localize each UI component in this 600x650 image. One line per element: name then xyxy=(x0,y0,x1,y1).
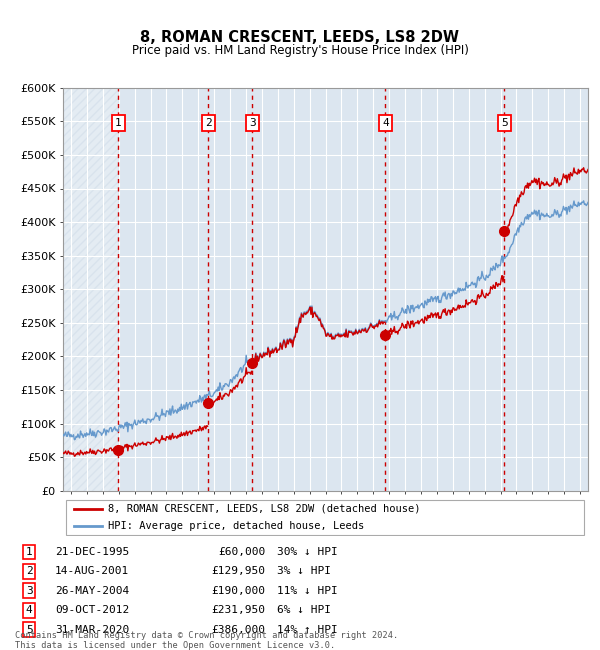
Text: 26-MAY-2004: 26-MAY-2004 xyxy=(55,586,130,596)
Text: 6% ↓ HPI: 6% ↓ HPI xyxy=(277,605,331,616)
Text: 3% ↓ HPI: 3% ↓ HPI xyxy=(277,566,331,577)
Text: Price paid vs. HM Land Registry's House Price Index (HPI): Price paid vs. HM Land Registry's House … xyxy=(131,44,469,57)
Text: 8, ROMAN CRESCENT, LEEDS, LS8 2DW: 8, ROMAN CRESCENT, LEEDS, LS8 2DW xyxy=(140,29,460,45)
Text: £386,000: £386,000 xyxy=(211,625,265,635)
FancyBboxPatch shape xyxy=(65,500,584,535)
Text: £129,950: £129,950 xyxy=(211,566,265,577)
Text: 4: 4 xyxy=(26,605,32,616)
Text: 5: 5 xyxy=(501,118,508,127)
Text: 5: 5 xyxy=(26,625,32,635)
Text: 31-MAR-2020: 31-MAR-2020 xyxy=(55,625,130,635)
Text: 11% ↓ HPI: 11% ↓ HPI xyxy=(277,586,338,596)
Text: 8, ROMAN CRESCENT, LEEDS, LS8 2DW (detached house): 8, ROMAN CRESCENT, LEEDS, LS8 2DW (detac… xyxy=(107,504,420,514)
Text: 1: 1 xyxy=(26,547,32,557)
Text: 14-AUG-2001: 14-AUG-2001 xyxy=(55,566,130,577)
Text: 21-DEC-1995: 21-DEC-1995 xyxy=(55,547,130,557)
Text: £231,950: £231,950 xyxy=(211,605,265,616)
Text: 2: 2 xyxy=(26,566,32,577)
Text: £190,000: £190,000 xyxy=(211,586,265,596)
Text: 30% ↓ HPI: 30% ↓ HPI xyxy=(277,547,338,557)
Text: 4: 4 xyxy=(382,118,389,127)
Text: 3: 3 xyxy=(249,118,256,127)
Text: 14% ↑ HPI: 14% ↑ HPI xyxy=(277,625,338,635)
Text: 3: 3 xyxy=(26,586,32,596)
Text: Contains HM Land Registry data © Crown copyright and database right 2024.
This d: Contains HM Land Registry data © Crown c… xyxy=(15,630,398,650)
Text: 09-OCT-2012: 09-OCT-2012 xyxy=(55,605,130,616)
Text: 2: 2 xyxy=(205,118,211,127)
Text: HPI: Average price, detached house, Leeds: HPI: Average price, detached house, Leed… xyxy=(107,521,364,531)
Bar xyxy=(63,88,118,491)
Text: 1: 1 xyxy=(115,118,122,127)
Text: £60,000: £60,000 xyxy=(218,547,265,557)
